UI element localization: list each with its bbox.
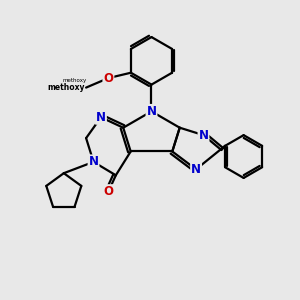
Text: N: N: [191, 163, 201, 176]
Text: N: N: [88, 155, 98, 168]
Text: methoxy: methoxy: [62, 78, 86, 83]
Text: N: N: [146, 105, 157, 118]
Text: N: N: [199, 129, 208, 142]
Text: N: N: [96, 111, 106, 124]
Text: O: O: [103, 72, 113, 85]
Text: O: O: [103, 185, 113, 198]
Text: methoxy: methoxy: [47, 83, 85, 92]
